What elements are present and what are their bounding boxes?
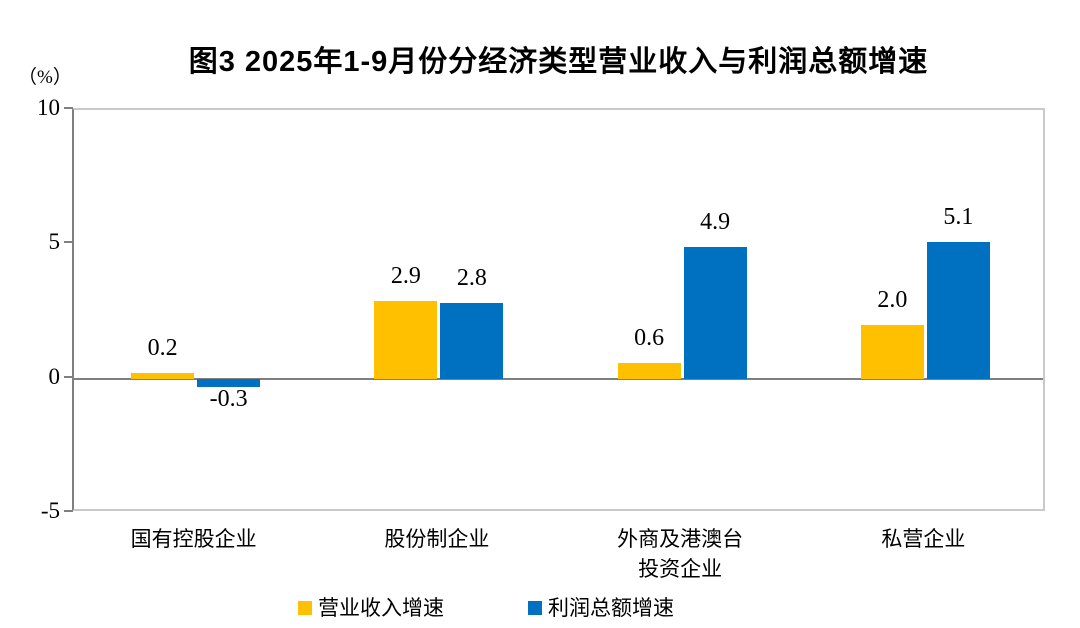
bar-value-label-营业收入增速-国有控股企业: 0.2 — [147, 335, 178, 362]
x-axis-category-label: 国有控股企业 — [130, 527, 257, 551]
y-axis-tick-mark — [64, 510, 73, 512]
legend-label-profit: 利润总额增速 — [548, 596, 674, 620]
bar-营业收入增速-国有控股企业 — [131, 373, 195, 379]
y-axis-unit-label: （%） — [18, 67, 72, 88]
bar-营业收入增速-私营企业 — [860, 324, 924, 379]
legend-label-revenue: 营业收入增速 — [318, 596, 444, 620]
legend-item-revenue: 营业收入增速 — [298, 596, 444, 620]
y-axis-tick-mark — [64, 375, 73, 378]
y-axis-tick-label: 5 — [48, 229, 61, 255]
zero-gridline — [74, 377, 1043, 380]
plot-area: 0.2 2.9 0.6 2.0 -0.3 2.8 4.9 5.1 — [72, 108, 1045, 511]
chart-title: 图3 2025年1-9月份分经济类型营业收入与利润总额增速 — [188, 46, 929, 78]
bar-利润总额增速-外商及港澳台投资企业 — [683, 247, 747, 379]
x-axis-category-label: 股份制企业 — [384, 527, 490, 551]
legend-item-profit: 利润总额增速 — [528, 596, 674, 620]
bar-value-label-营业收入增速-股份制企业: 2.9 — [390, 262, 421, 289]
y-axis-tick-label: -5 — [40, 498, 60, 523]
y-axis-tick-mark — [64, 241, 73, 244]
bar-value-label-利润总额增速-外商及港澳台投资企业: 4.9 — [700, 209, 731, 236]
y-axis-tick-label: 10 — [37, 95, 60, 120]
bar-value-label-利润总额增速-股份制企业: 2.8 — [456, 265, 487, 292]
y-axis-tick-mark — [64, 107, 73, 109]
bar-value-label-利润总额增速-私营企业: 5.1 — [943, 203, 974, 230]
legend: 营业收入增速 利润总额增速 — [298, 596, 674, 620]
bar-利润总额增速-国有控股企业 — [197, 378, 261, 387]
bar-value-label-利润总额增速-国有控股企业: -0.3 — [209, 385, 248, 412]
x-axis-category-label: 私营企业 — [881, 527, 966, 551]
x-axis-category-label: 外商及港澳台 投资企业 — [617, 527, 744, 581]
bar-营业收入增速-股份制企业 — [374, 300, 438, 379]
bar-利润总额增速-私营企业 — [926, 241, 990, 379]
bar-营业收入增速-外商及港澳台投资企业 — [617, 362, 681, 379]
bar-value-label-营业收入增速-私营企业: 2.0 — [877, 286, 908, 313]
bar-value-label-营业收入增速-外商及港澳台投资企业: 0.6 — [634, 324, 665, 351]
legend-swatch-revenue-icon — [298, 601, 312, 615]
bar-利润总额增速-股份制企业 — [440, 303, 504, 379]
y-axis-tick-label: 0 — [48, 363, 61, 389]
legend-swatch-profit-icon — [528, 601, 542, 615]
